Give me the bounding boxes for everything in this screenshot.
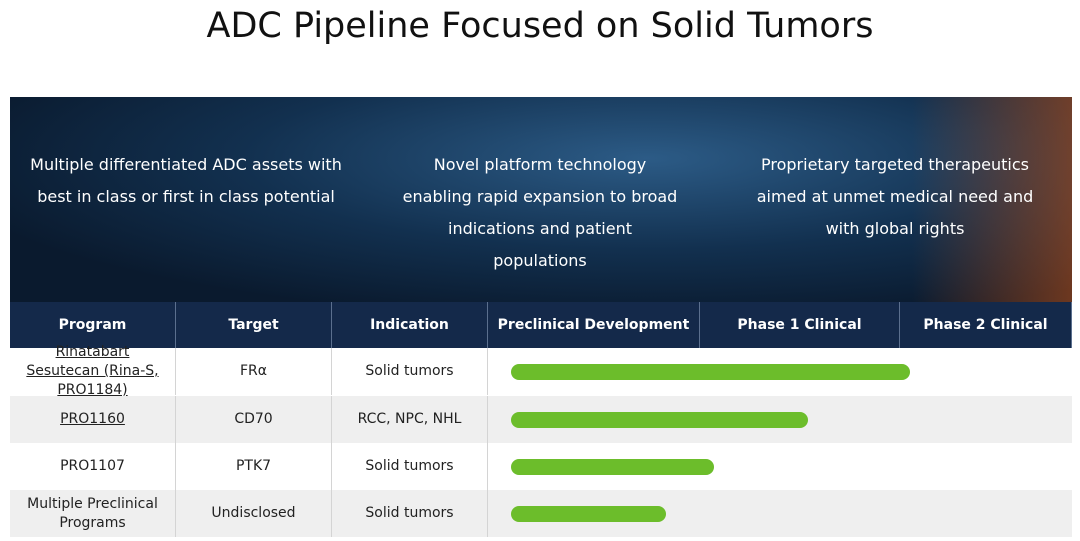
banner: Multiple differentiated ADC assets with … bbox=[10, 97, 1072, 302]
table-cell: CD70 bbox=[176, 396, 332, 443]
progress-bar bbox=[511, 505, 667, 522]
banner-text: Novel platform technology enabling rapid… bbox=[402, 155, 678, 270]
banner-glow bbox=[912, 97, 1072, 302]
table-cell: Solid tumors bbox=[332, 443, 488, 490]
column-header: Target bbox=[176, 302, 332, 348]
table-cell: Undisclosed bbox=[176, 490, 332, 537]
table-cell: PRO1107 bbox=[10, 443, 176, 490]
column-header: Phase 2 Clinical bbox=[900, 302, 1072, 348]
column-header: Preclinical Development bbox=[488, 302, 700, 348]
progress-bar bbox=[511, 458, 714, 475]
table-cell: Solid tumors bbox=[332, 490, 488, 537]
table-cell: FRα bbox=[176, 348, 332, 395]
column-header: Phase 1 Clinical bbox=[700, 302, 900, 348]
table-cell: Solid tumors bbox=[332, 348, 488, 395]
table-cell: Multiple Preclinical Programs bbox=[10, 490, 176, 537]
banner-text: Multiple differentiated ADC assets with … bbox=[30, 155, 342, 206]
column-header: Indication bbox=[332, 302, 488, 348]
progress-bar bbox=[511, 363, 911, 380]
column-header: Program bbox=[10, 302, 176, 348]
table-cell: PTK7 bbox=[176, 443, 332, 490]
banner-text: Proprietary targeted therapeutics aimed … bbox=[756, 155, 1034, 238]
program-link[interactable]: PRO1160 bbox=[10, 396, 176, 443]
progress-bar bbox=[511, 411, 808, 428]
table-cell: RCC, NPC, NHL bbox=[332, 396, 488, 443]
program-link[interactable]: Rinatabart Sesutecan (Rina-S, PRO1184) bbox=[10, 344, 176, 398]
slide-title: ADC Pipeline Focused on Solid Tumors bbox=[206, 6, 874, 46]
